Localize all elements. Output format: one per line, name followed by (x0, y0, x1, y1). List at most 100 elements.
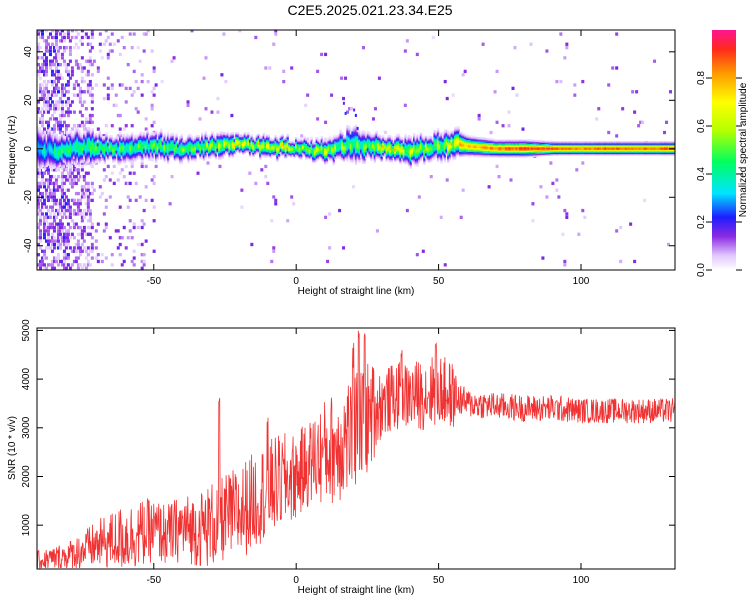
heatmap-cell (79, 134, 83, 137)
heatmap-cell (86, 154, 89, 157)
heatmap-cell (295, 147, 298, 150)
heatmap-cell (86, 225, 90, 230)
heatmap-cell (207, 153, 211, 155)
heatmap-cell (81, 140, 84, 143)
heatmap-cell (124, 146, 127, 149)
heatmap-cell (37, 242, 40, 247)
heatmap-cell (68, 236, 72, 240)
heatmap-cell (445, 178, 449, 182)
heatmap-cell (44, 39, 48, 43)
heatmap-cell (50, 138, 53, 141)
heatmap-cell (363, 143, 366, 146)
heatmap-cell (274, 139, 277, 142)
heatmap-cell (107, 157, 110, 160)
heatmap-cell (66, 136, 69, 139)
heatmap-cell (119, 158, 122, 161)
heatmap-cell (78, 161, 81, 164)
heatmap-cell (72, 110, 76, 114)
heatmap-cell (334, 150, 337, 153)
heatmap-cell (153, 142, 156, 144)
heatmap-cell (351, 138, 354, 140)
heatmap-cell (50, 208, 54, 213)
heatmap-cell (254, 153, 257, 155)
heatmap-cell (60, 124, 64, 128)
heatmap-cell (259, 147, 262, 150)
heatmap-cell (76, 32, 80, 36)
heatmap-cell (124, 158, 127, 161)
heatmap-cell (152, 181, 156, 186)
heatmap-cell (312, 145, 315, 147)
heatmap-cell (231, 156, 235, 159)
heatmap-cell (172, 144, 175, 147)
heatmap-cell (216, 147, 219, 150)
heatmap-cell (59, 142, 62, 145)
heatmap-cell (94, 239, 98, 243)
heatmap-cell (219, 156, 223, 159)
heatmap-cell (264, 145, 267, 148)
heatmap-cell (84, 59, 88, 63)
heatmap-cell (136, 86, 140, 91)
heatmap-cell (71, 157, 74, 160)
heatmap-cell (248, 143, 252, 146)
heatmap-cell (89, 152, 93, 155)
heatmap-cell (218, 142, 221, 145)
heatmap-cell (153, 143, 156, 146)
heatmap-cell (57, 143, 60, 145)
heatmap-cell (141, 158, 144, 160)
heatmap-cell (119, 151, 122, 154)
heatmap-cell (86, 153, 89, 156)
heatmap-cell (115, 145, 118, 147)
heatmap-cell (361, 158, 365, 161)
heatmap-cell (242, 136, 245, 139)
heatmap-cell (348, 150, 351, 153)
heatmap-cell (141, 154, 144, 156)
heatmap-cell (354, 157, 358, 160)
heatmap-cell (296, 143, 300, 146)
heatmap-cell (199, 152, 202, 155)
heatmap-cell (83, 141, 86, 144)
heatmap-cell (90, 96, 94, 101)
heatmap-cell (66, 154, 69, 157)
heatmap-cell (189, 145, 192, 148)
heatmap-cell (150, 103, 154, 107)
heatmap-cell (74, 62, 78, 67)
heatmap-cell (44, 66, 48, 70)
heatmap-cell (185, 137, 188, 140)
heatmap-cell (353, 143, 356, 146)
heatmap-cell (124, 160, 127, 162)
heatmap-cell (48, 103, 52, 107)
heatmap-cell (104, 124, 108, 128)
heatmap-cell (206, 141, 209, 144)
heatmap-cell (197, 137, 200, 140)
heatmap-cell (322, 145, 325, 148)
heatmap-cell (130, 146, 134, 149)
heatmap-cell (40, 132, 43, 135)
heatmap-cell (64, 135, 67, 138)
heatmap-cell (50, 181, 54, 186)
heatmap-cell (101, 144, 105, 147)
heatmap-cell (178, 139, 182, 142)
heatmap-cell (66, 164, 69, 167)
heatmap-cell (55, 158, 59, 161)
heatmap-cell (50, 140, 53, 143)
heatmap-cell (182, 155, 185, 158)
heatmap-cell (56, 185, 60, 189)
heatmap-cell (86, 158, 89, 161)
heatmap-cell (59, 165, 62, 168)
heatmap-cell (113, 137, 117, 140)
heatmap-cell (177, 154, 180, 157)
heatmap-cell (346, 157, 349, 159)
heatmap-cell (318, 149, 322, 152)
heatmap-cell (70, 263, 74, 267)
heatmap-cell (67, 157, 71, 160)
heatmap-cell (170, 138, 173, 141)
heatmap-cell (218, 148, 221, 151)
heatmap-cell (477, 113, 481, 118)
heatmap-cell (130, 46, 134, 50)
heatmap-cell (74, 143, 77, 146)
heatmap-cell (339, 133, 342, 136)
heatmap-cell (214, 145, 218, 148)
heatmap-cell (47, 133, 50, 136)
heatmap-cell (226, 147, 229, 150)
heatmap-cell (339, 155, 342, 158)
